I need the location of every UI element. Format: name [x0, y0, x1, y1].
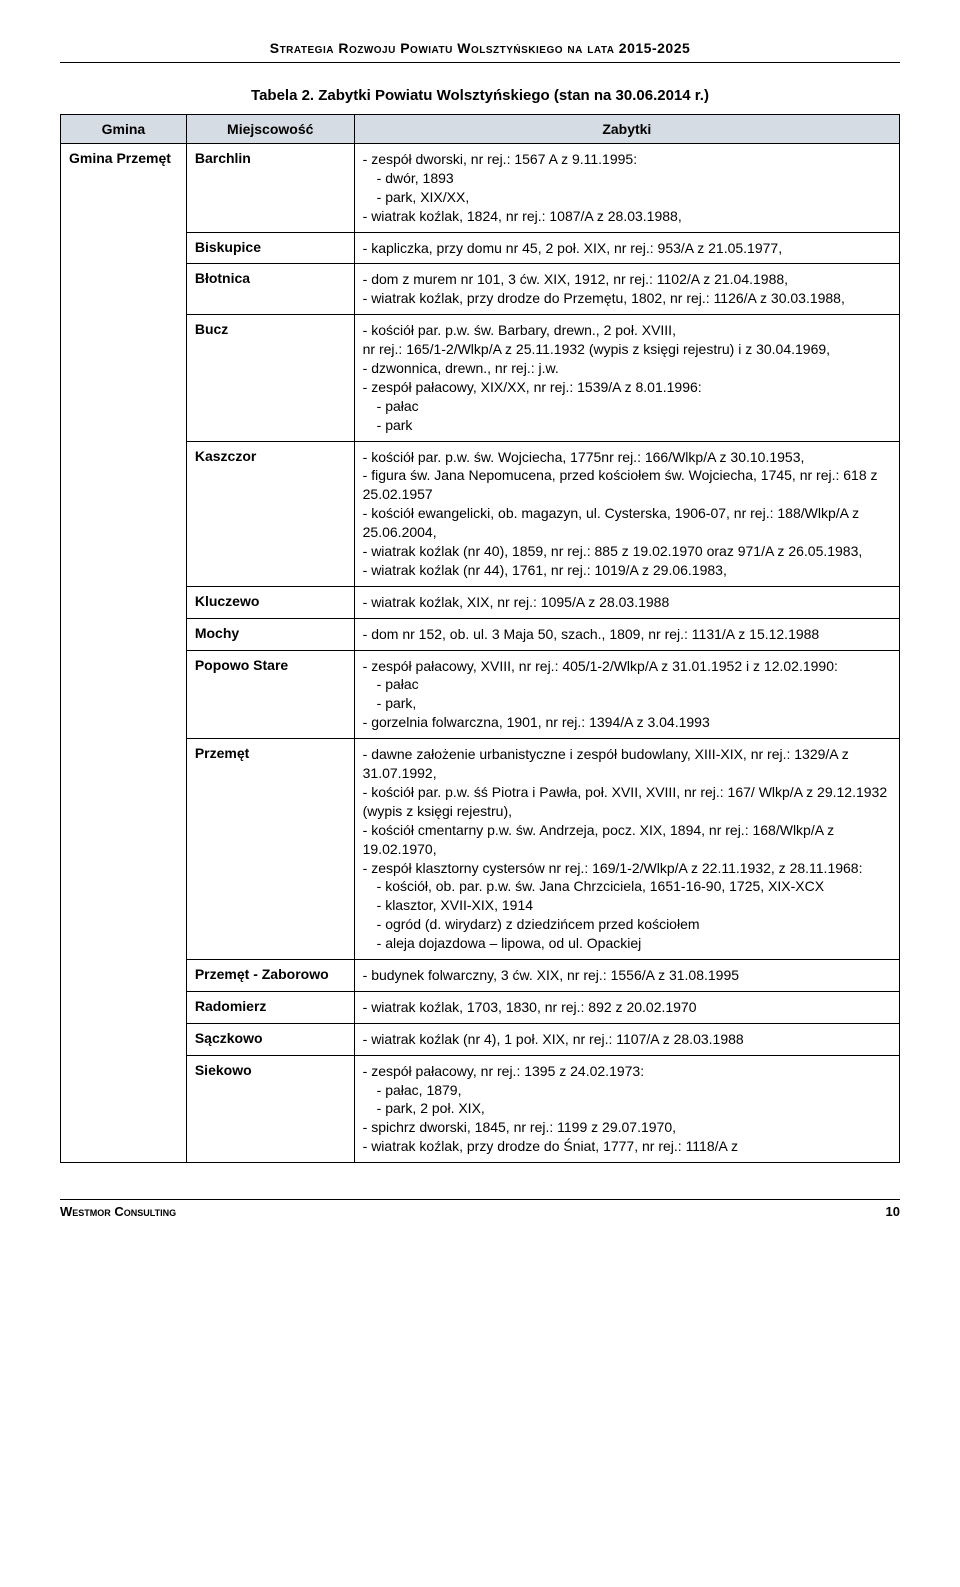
location-cell: Przemęt - Zaborowo [186, 959, 354, 991]
description-cell: - kościół par. p.w. św. Wojciecha, 1775n… [354, 441, 899, 586]
location-cell: Kluczewo [186, 586, 354, 618]
location-cell: Siekowo [186, 1055, 354, 1162]
description-cell: - kościół par. p.w. św. Barbary, drewn.,… [354, 315, 899, 441]
table-row: Błotnica- dom z murem nr 101, 3 ćw. XIX,… [61, 264, 900, 315]
location-cell: Przemęt [186, 739, 354, 960]
footer-left: Westmor Consulting [60, 1204, 176, 1219]
description-cell: - kapliczka, przy domu nr 45, 2 poł. XIX… [354, 232, 899, 264]
table-row: Kaszczor- kościół par. p.w. św. Wojciech… [61, 441, 900, 586]
col-miejscowosc: Miejscowość [186, 115, 354, 144]
table-row: Gmina PrzemętBarchlin- zespół dworski, n… [61, 144, 900, 233]
description-cell: - wiatrak koźlak, XIX, nr rej.: 1095/A z… [354, 586, 899, 618]
location-cell: Popowo Stare [186, 650, 354, 739]
description-cell: - wiatrak koźlak, 1703, 1830, nr rej.: 8… [354, 991, 899, 1023]
table-row: Mochy- dom nr 152, ob. ul. 3 Maja 50, sz… [61, 618, 900, 650]
location-cell: Mochy [186, 618, 354, 650]
table-row: Sączkowo- wiatrak koźlak (nr 4), 1 poł. … [61, 1023, 900, 1055]
location-cell: Barchlin [186, 144, 354, 233]
table-caption: Tabela 2. Zabytki Powiatu Wolsztyńskiego… [60, 87, 900, 104]
footer: Westmor Consulting 10 [60, 1199, 900, 1219]
location-cell: Kaszczor [186, 441, 354, 586]
table-row: Kluczewo- wiatrak koźlak, XIX, nr rej.: … [61, 586, 900, 618]
location-cell: Błotnica [186, 264, 354, 315]
table-row: Przemęt- dawne założenie urbanistyczne i… [61, 739, 900, 960]
location-cell: Radomierz [186, 991, 354, 1023]
table-row: Siekowo- zespół pałacowy, nr rej.: 1395 … [61, 1055, 900, 1162]
table-row: Przemęt - Zaborowo- budynek folwarczny, … [61, 959, 900, 991]
description-cell: - dawne założenie urbanistyczne i zespół… [354, 739, 899, 960]
description-cell: - zespół dworski, nr rej.: 1567 A z 9.11… [354, 144, 899, 233]
description-cell: - zespół pałacowy, nr rej.: 1395 z 24.02… [354, 1055, 899, 1162]
gmina-cell: Gmina Przemęt [61, 144, 187, 1163]
description-cell: - dom z murem nr 101, 3 ćw. XIX, 1912, n… [354, 264, 899, 315]
table-row: Popowo Stare- zespół pałacowy, XVIII, nr… [61, 650, 900, 739]
description-cell: - dom nr 152, ob. ul. 3 Maja 50, szach.,… [354, 618, 899, 650]
table-row: Radomierz- wiatrak koźlak, 1703, 1830, n… [61, 991, 900, 1023]
location-cell: Sączkowo [186, 1023, 354, 1055]
table-header-row: Gmina Miejscowość Zabytki [61, 115, 900, 144]
footer-page-number: 10 [886, 1204, 900, 1219]
table-row: Bucz- kościół par. p.w. św. Barbary, dre… [61, 315, 900, 441]
col-zabytki: Zabytki [354, 115, 899, 144]
description-cell: - zespół pałacowy, XVIII, nr rej.: 405/1… [354, 650, 899, 739]
col-gmina: Gmina [61, 115, 187, 144]
description-cell: - budynek folwarczny, 3 ćw. XIX, nr rej.… [354, 959, 899, 991]
description-cell: - wiatrak koźlak (nr 4), 1 poł. XIX, nr … [354, 1023, 899, 1055]
page-header: Strategia Rozwoju Powiatu Wolsztyńskiego… [60, 40, 900, 63]
monuments-table: Gmina Miejscowość Zabytki Gmina PrzemętB… [60, 114, 900, 1163]
location-cell: Bucz [186, 315, 354, 441]
location-cell: Biskupice [186, 232, 354, 264]
table-row: Biskupice- kapliczka, przy domu nr 45, 2… [61, 232, 900, 264]
